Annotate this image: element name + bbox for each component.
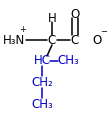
Text: H: H (48, 11, 56, 25)
Text: C: C (71, 34, 79, 46)
Text: H₃N: H₃N (3, 34, 25, 46)
Text: CH₃: CH₃ (57, 55, 79, 67)
Text: CH₃: CH₃ (31, 97, 53, 110)
Text: O: O (92, 34, 102, 46)
Text: C: C (48, 34, 56, 46)
Text: −: − (100, 27, 107, 36)
Text: O: O (70, 8, 80, 21)
Text: +: + (20, 25, 26, 34)
Text: CH₂: CH₂ (31, 76, 53, 88)
Text: HC: HC (33, 55, 51, 67)
